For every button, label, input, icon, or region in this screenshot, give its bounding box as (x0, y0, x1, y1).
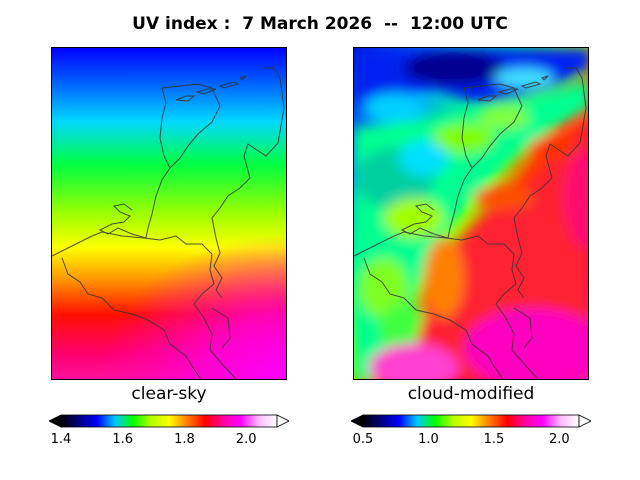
country-borders (354, 67, 587, 379)
colorbar-tick-label: 1.4 (50, 432, 72, 447)
country-borders (52, 67, 285, 379)
colorbar-tick-label: 0.5 (352, 432, 374, 447)
clear-sky-label: clear-sky (131, 384, 207, 404)
colorbar-tick-label: 2.0 (235, 432, 257, 447)
colorbar-tick-label: 1.8 (174, 432, 195, 447)
cloud-modified-label: cloud-modified (407, 384, 535, 404)
cloud-modified-colorbar (350, 412, 592, 430)
colorbar-tick-label: 1.0 (418, 432, 439, 447)
map-title: UV index : 7 March 2026 -- 12:00 UTC (132, 14, 508, 34)
colorbar-tick-label: 1.5 (483, 432, 505, 447)
clear-sky-colorbar (48, 412, 290, 430)
clear-sky-map (51, 47, 287, 380)
colorbar-tick-label: 1.6 (112, 432, 134, 447)
cloud-modified-map (353, 47, 589, 380)
colorbar-tick-label: 2.0 (549, 432, 570, 447)
